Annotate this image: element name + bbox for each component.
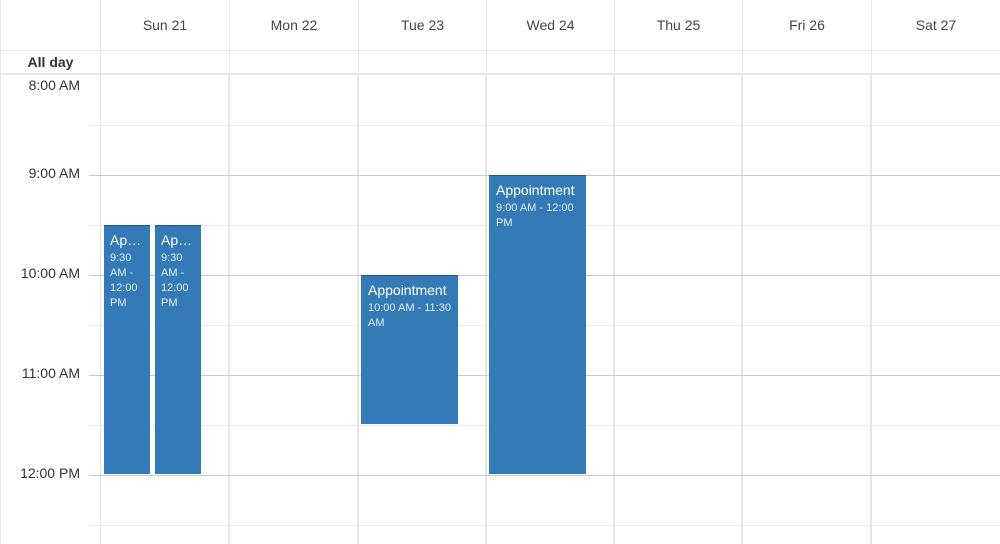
day-column-fri-26[interactable] bbox=[741, 75, 871, 544]
all-day-cell[interactable] bbox=[229, 51, 358, 73]
all-day-cell[interactable] bbox=[742, 51, 871, 73]
event-time: 9:30 AM - 12:00 PM bbox=[110, 252, 138, 309]
event-appointment-sun-1[interactable]: Appointment 9:30 AM - 12:00 PM bbox=[104, 225, 150, 474]
event-appointment-sun-2[interactable]: Appointment 9:30 AM - 12:00 PM bbox=[155, 225, 201, 474]
time-label-10am: 10:00 AM bbox=[20, 265, 80, 281]
day-column-sun-21[interactable] bbox=[100, 75, 229, 544]
header-divider bbox=[0, 50, 1000, 51]
day-column-tue-23[interactable] bbox=[357, 75, 486, 544]
day-header-thu-25[interactable]: Thu 25 bbox=[614, 0, 742, 50]
day-column-mon-22[interactable] bbox=[228, 75, 358, 544]
event-title: Appointment bbox=[496, 182, 575, 198]
all-day-cell[interactable] bbox=[871, 51, 1000, 73]
event-appointment-wed[interactable]: Appointment 9:00 AM - 12:00 PM bbox=[489, 175, 586, 474]
day-header-sat-27[interactable]: Sat 27 bbox=[871, 0, 1000, 50]
calendar-left-border bbox=[0, 0, 1, 544]
all-day-cell[interactable] bbox=[486, 51, 614, 73]
event-title: Appointment bbox=[161, 232, 195, 248]
event-time: 9:30 AM - 12:00 PM bbox=[161, 252, 189, 309]
half-hour-line bbox=[89, 525, 1000, 526]
half-hour-line bbox=[89, 125, 1000, 126]
all-day-cell[interactable] bbox=[358, 51, 486, 73]
day-header-fri-26[interactable]: Fri 26 bbox=[742, 0, 871, 50]
day-header-mon-22[interactable]: Mon 22 bbox=[229, 0, 358, 50]
day-column-sat-27[interactable] bbox=[870, 75, 1000, 544]
event-time: 9:00 AM - 12:00 PM bbox=[496, 202, 574, 229]
day-header-tue-23[interactable]: Tue 23 bbox=[358, 0, 486, 50]
header-corner bbox=[0, 0, 101, 50]
event-title: Appointment bbox=[110, 232, 144, 248]
event-time: 10:00 AM - 11:30 AM bbox=[368, 302, 451, 329]
day-column-wed-24[interactable] bbox=[485, 75, 614, 544]
all-day-cell[interactable] bbox=[100, 51, 229, 73]
event-appointment-tue[interactable]: Appointment 10:00 AM - 11:30 AM bbox=[361, 275, 458, 424]
all-day-label: All day bbox=[27, 54, 74, 70]
hour-line bbox=[89, 475, 1000, 476]
time-label-8am: 8:00 AM bbox=[28, 77, 80, 93]
time-label-12pm: 12:00 PM bbox=[20, 465, 80, 481]
time-label-11am: 11:00 AM bbox=[21, 365, 80, 381]
all-day-divider bbox=[0, 73, 1000, 75]
day-header-wed-24[interactable]: Wed 24 bbox=[486, 0, 614, 50]
all-day-cell[interactable] bbox=[614, 51, 742, 73]
event-title: Appointment bbox=[368, 282, 447, 298]
day-header-sun-21[interactable]: Sun 21 bbox=[100, 0, 229, 50]
day-column-thu-25[interactable] bbox=[613, 75, 742, 544]
time-label-9am: 9:00 AM bbox=[28, 165, 80, 181]
